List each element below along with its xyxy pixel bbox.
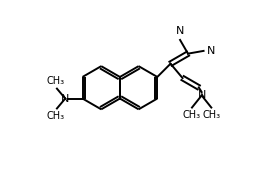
Text: N: N [176, 26, 184, 36]
Text: CH₃: CH₃ [47, 76, 64, 86]
Text: N: N [207, 46, 215, 56]
Text: CH₃: CH₃ [47, 111, 64, 121]
Text: CH₃: CH₃ [182, 111, 200, 120]
Text: N: N [197, 91, 206, 100]
Text: N: N [61, 94, 69, 104]
Text: CH₃: CH₃ [203, 111, 221, 120]
